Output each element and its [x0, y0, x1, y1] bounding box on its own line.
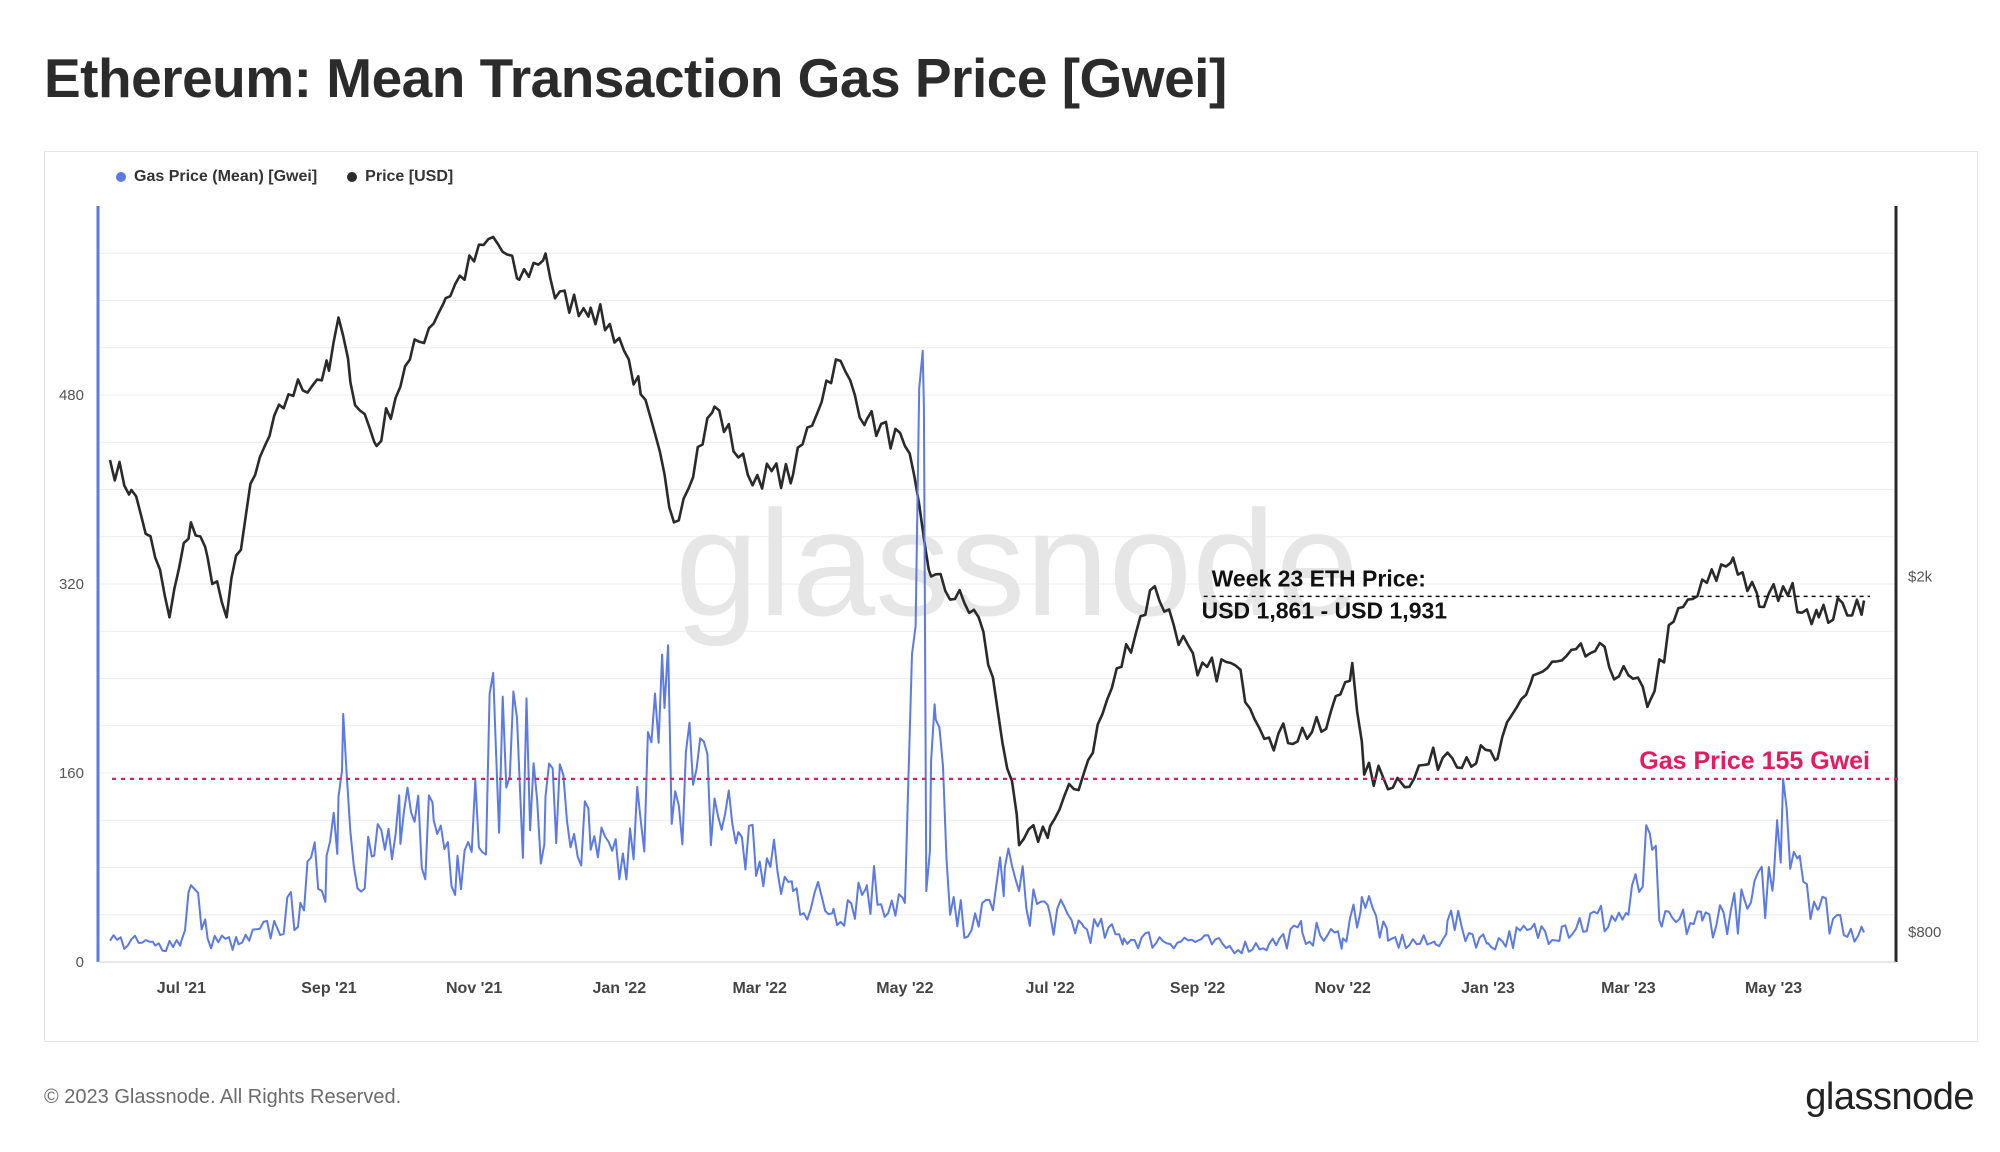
week23-label-line2: USD 1,861 - USD 1,931	[1202, 597, 1448, 623]
left-tick-label: 480	[59, 387, 84, 404]
chart-legend: Gas Price (Mean) [Gwei] Price [USD]	[116, 168, 483, 186]
price-series-line	[108, 235, 1866, 847]
x-tick-label: Mar '23	[1601, 980, 1656, 997]
x-tick-label: Nov '21	[446, 980, 502, 997]
week23-label-line1: Week 23 ETH Price:	[1212, 565, 1426, 591]
glassnode-logo: glassnode	[1805, 1076, 1974, 1118]
chart-panel	[44, 151, 1978, 1042]
left-tick-label: 0	[76, 954, 84, 971]
right-tick-label: $800	[1908, 924, 1941, 941]
x-tick-label: Jul '22	[1025, 980, 1074, 997]
watermark-text: glassnode	[675, 479, 1359, 647]
x-tick-label: Sep '21	[301, 980, 356, 997]
footer-copyright: © 2023 Glassnode. All Rights Reserved.	[44, 1086, 402, 1108]
x-tick-label: May '22	[876, 980, 933, 997]
legend-dot-price	[347, 172, 358, 182]
right-tick-label: $2k	[1908, 568, 1933, 585]
x-tick-label: May '23	[1745, 980, 1802, 997]
legend-label-price: Price [USD]	[365, 168, 454, 185]
x-tick-label: Jan '23	[1461, 980, 1515, 997]
x-tick-label: Jan '22	[592, 980, 646, 997]
gas-threshold-label: Gas Price 155 Gwei	[1639, 747, 1870, 775]
gas-series-line	[109, 349, 1865, 955]
page-title: Ethereum: Mean Transaction Gas Price [Gw…	[44, 47, 1227, 109]
legend-dot-gas	[116, 172, 126, 182]
x-tick-label: Nov '22	[1315, 980, 1371, 997]
legend-label-gas: Gas Price (Mean) [Gwei]	[134, 168, 318, 185]
left-tick-label: 160	[59, 765, 84, 782]
legend-item-price[interactable]: Price [USD]	[347, 168, 453, 186]
left-tick-label: 320	[59, 576, 84, 593]
x-tick-label: Sep '22	[1170, 980, 1225, 997]
x-tick-label: Mar '22	[732, 980, 787, 997]
x-tick-label: Jul '21	[157, 980, 206, 997]
legend-item-gas[interactable]: Gas Price (Mean) [Gwei]	[116, 168, 317, 186]
